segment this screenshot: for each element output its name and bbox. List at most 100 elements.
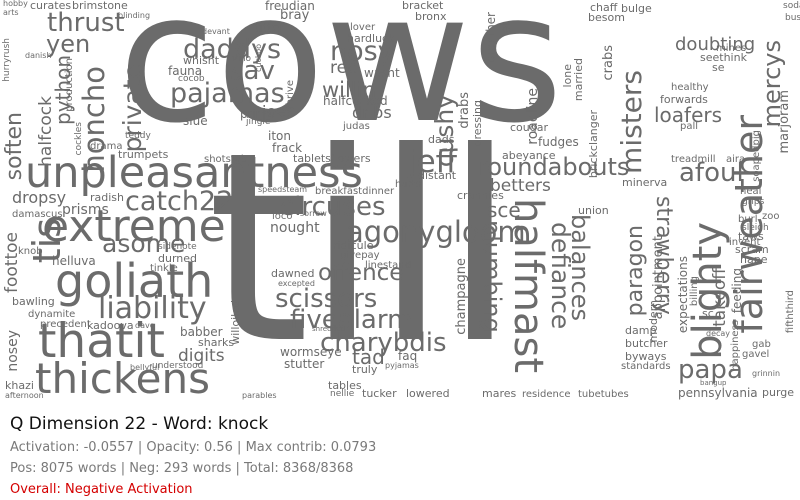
word: pajamas <box>170 78 285 109</box>
word: soda <box>783 1 800 11</box>
info-panel: Q Dimension 22 - Word: knock Activation:… <box>0 402 800 500</box>
word: sharks <box>198 336 235 349</box>
word: plumbing <box>478 220 506 333</box>
word: tabletsflowers <box>293 152 371 165</box>
word: betters <box>490 176 551 196</box>
word: bellyful <box>130 363 160 372</box>
word: nosy <box>330 36 394 67</box>
word: unpleasantness <box>25 148 363 198</box>
word: taws <box>738 230 764 243</box>
word: tables <box>328 379 362 392</box>
word: asome <box>102 229 186 258</box>
word: agonygloom <box>346 215 526 249</box>
word-counts: Pos: 8075 words | Neg: 293 words | Total… <box>10 461 354 476</box>
word: chaff <box>590 1 618 14</box>
word: nought <box>270 220 320 236</box>
word: parables <box>242 391 277 400</box>
word: thrust <box>47 8 125 38</box>
word: purge <box>762 386 795 399</box>
word: grinnin <box>752 369 781 378</box>
word: crabs <box>601 45 616 81</box>
word: nosey <box>5 330 21 372</box>
word: scram <box>735 243 769 256</box>
word: byways <box>625 350 667 363</box>
word: givepay <box>340 250 380 261</box>
word: radish <box>90 191 125 204</box>
word: jingle <box>246 117 271 127</box>
word: halfmast <box>505 198 551 374</box>
word: hobby <box>3 0 28 8</box>
word: till <box>207 96 516 401</box>
word: sav <box>230 56 275 86</box>
word: charybdis <box>320 328 447 358</box>
word: tad <box>352 345 385 369</box>
word: sleigh <box>742 223 769 233</box>
word: goliath <box>55 254 214 308</box>
word: standards <box>621 361 671 372</box>
word: paragon <box>623 225 648 317</box>
word: cockles <box>74 122 84 156</box>
word: fudges <box>538 135 579 149</box>
word: expectations <box>676 256 690 334</box>
word: se <box>712 61 725 74</box>
word: invent <box>729 237 761 248</box>
word: burl <box>738 214 758 225</box>
word: cocob <box>178 74 205 84</box>
word: roadline <box>525 88 541 145</box>
word: understood <box>152 361 204 371</box>
word: vino <box>232 54 252 64</box>
word: faq <box>398 349 418 363</box>
word: misters <box>615 70 648 174</box>
word: brimstone <box>72 0 128 12</box>
word: cuckoo <box>254 44 263 73</box>
word: champagne <box>454 258 469 335</box>
word: soften <box>2 112 27 181</box>
word: mares <box>482 387 517 400</box>
word: residence <box>522 389 571 400</box>
word: precedent <box>40 319 91 330</box>
word: minerva <box>622 176 668 189</box>
word: bronx <box>415 10 447 23</box>
word: extreme <box>42 201 226 252</box>
word: arts <box>3 8 19 17</box>
word: lover <box>350 22 376 33</box>
word: decay <box>706 329 731 338</box>
word: damascus <box>12 209 63 220</box>
word: truly <box>352 363 378 376</box>
word: freudian <box>265 0 315 13</box>
word: pyjamas <box>385 361 419 370</box>
word: bulge <box>621 2 652 15</box>
word: teddy <box>125 131 151 141</box>
word: forwards <box>660 93 708 106</box>
word: loco <box>272 211 293 222</box>
word: sorrow <box>300 209 327 218</box>
word: digits <box>178 346 225 366</box>
word: prisms <box>62 202 109 218</box>
word: damp <box>625 324 657 337</box>
word: shotstab <box>204 154 248 165</box>
word: thatit <box>38 314 165 369</box>
word: strawberry <box>651 196 676 315</box>
word: heal <box>740 186 762 197</box>
word: khazi <box>5 379 34 392</box>
word: dawned <box>271 267 315 280</box>
word: gavel <box>742 349 770 360</box>
word: fivealarm <box>290 305 413 335</box>
word: dressing <box>471 100 484 147</box>
word: gab <box>752 339 771 350</box>
word: dynamite <box>28 309 76 320</box>
word: el <box>499 22 514 34</box>
word: slue <box>183 114 208 128</box>
overall-activation: Overall: Negative Activation <box>10 482 193 497</box>
word: nape <box>740 253 768 266</box>
word: production <box>64 58 75 112</box>
word: breakfastdinner <box>315 186 395 197</box>
word: danish <box>25 51 52 60</box>
word: aira <box>726 154 746 165</box>
word: pall <box>680 121 699 132</box>
word: hurryrush <box>2 38 12 82</box>
word: halfcock <box>36 96 56 167</box>
word: bawling <box>12 295 55 308</box>
word: zoo <box>762 211 780 222</box>
word: brickclanger <box>587 110 600 179</box>
